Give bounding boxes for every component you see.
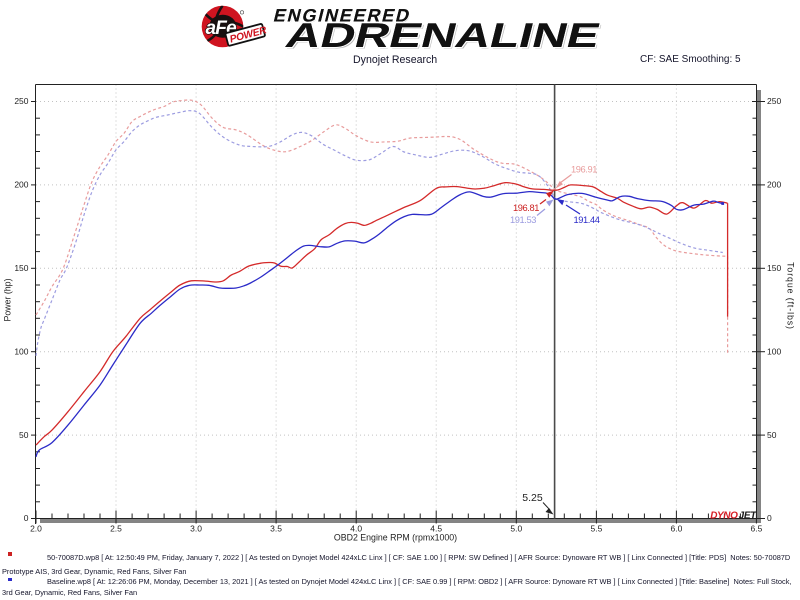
svg-text:3.5: 3.5 bbox=[270, 524, 282, 534]
svg-text:2.0: 2.0 bbox=[30, 524, 42, 534]
svg-text:ENGINEERED: ENGINEERED bbox=[272, 5, 414, 26]
svg-text:DYNO: DYNO bbox=[710, 511, 738, 522]
svg-text:250: 250 bbox=[767, 96, 781, 106]
svg-text:Power (hp): Power (hp) bbox=[3, 278, 13, 321]
svg-text:50: 50 bbox=[19, 430, 29, 440]
svg-text:ENGINEERED: ENGINEERED bbox=[273, 6, 415, 27]
svg-text:50: 50 bbox=[767, 430, 777, 440]
svg-text:ADRENALINE: ADRENALINE bbox=[282, 16, 604, 54]
svg-text:5.0: 5.0 bbox=[510, 524, 522, 534]
svg-text:OBD2 Engine RPM (rpmx1000): OBD2 Engine RPM (rpmx1000) bbox=[334, 533, 457, 543]
svg-text:JET: JET bbox=[739, 511, 757, 522]
svg-text:150: 150 bbox=[14, 263, 28, 273]
svg-text:0: 0 bbox=[767, 513, 772, 523]
svg-text:ENGINEERED: ENGINEERED bbox=[272, 5, 414, 26]
svg-text:0: 0 bbox=[24, 513, 29, 523]
svg-text:200: 200 bbox=[767, 180, 781, 190]
svg-text:5.25: 5.25 bbox=[522, 492, 543, 504]
svg-text:6.0: 6.0 bbox=[670, 524, 682, 534]
svg-text:Torque (ft-lbs): Torque (ft-lbs) bbox=[786, 262, 796, 330]
svg-text:200: 200 bbox=[14, 180, 28, 190]
svg-text:ADRENALINE: ADRENALINE bbox=[282, 16, 604, 54]
svg-text:6.5: 6.5 bbox=[750, 524, 762, 534]
svg-text:5.5: 5.5 bbox=[590, 524, 602, 534]
svg-text:100: 100 bbox=[767, 346, 781, 356]
svg-text:100: 100 bbox=[14, 346, 28, 356]
svg-text:4.0: 4.0 bbox=[350, 524, 362, 534]
svg-text:3.0: 3.0 bbox=[190, 524, 202, 534]
svg-text:196.81: 196.81 bbox=[513, 203, 539, 213]
svg-text:ADRENALINE: ADRENALINE bbox=[284, 18, 606, 56]
svg-text:2.5: 2.5 bbox=[110, 524, 122, 534]
svg-text:196.91: 196.91 bbox=[571, 165, 597, 175]
svg-text:191.53: 191.53 bbox=[510, 215, 536, 225]
svg-text:150: 150 bbox=[767, 263, 781, 273]
svg-text:4.5: 4.5 bbox=[430, 524, 442, 534]
svg-text:191.44: 191.44 bbox=[574, 215, 600, 225]
svg-text:250: 250 bbox=[14, 96, 28, 106]
